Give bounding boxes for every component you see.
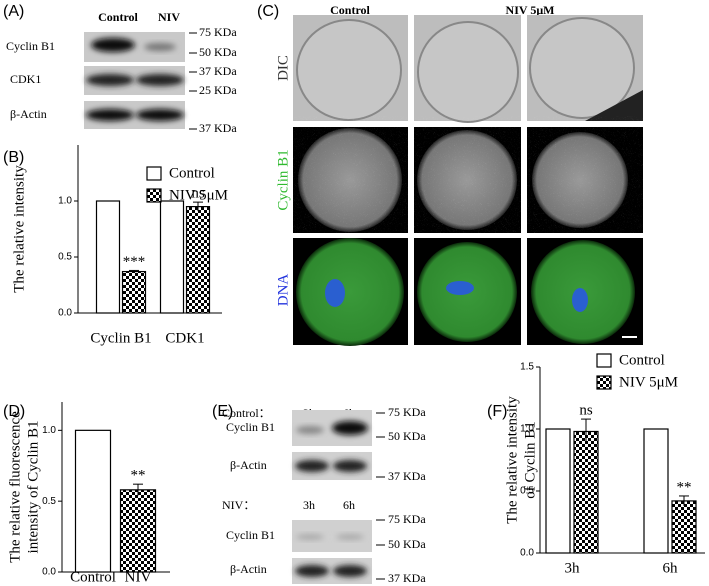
marker-ticks <box>376 412 385 580</box>
blot <box>292 520 372 584</box>
legend-label: NIV 5μM <box>169 187 228 203</box>
row-label: DNA <box>275 274 291 307</box>
legend-swatch <box>596 353 612 368</box>
group-label: NIV： <box>222 498 255 512</box>
column-label: NIV 5μM <box>506 3 555 17</box>
significance: ** <box>131 468 146 484</box>
group-label: Control： <box>222 406 271 420</box>
panel-label: (A) <box>3 3 24 20</box>
row-label: Cyclin B1 <box>226 420 275 434</box>
blot <box>84 32 185 129</box>
bar <box>121 270 147 314</box>
marker-label: 50 KDa <box>388 537 426 551</box>
marker-label: 37 KDa <box>388 571 426 585</box>
legend-swatch <box>596 375 612 390</box>
panel-label: (D) <box>3 403 25 420</box>
marker-label: 75 KDa <box>199 25 237 39</box>
significance: ** <box>677 479 692 495</box>
y-tick-label: 0.0 <box>42 567 56 578</box>
bar <box>95 200 121 314</box>
bar <box>573 430 599 554</box>
legend-swatch <box>146 188 162 203</box>
panel-label: (F) <box>487 403 507 420</box>
bar <box>185 206 211 314</box>
legend-swatch <box>146 166 162 181</box>
row-label: Cyclin B1 <box>226 528 275 542</box>
y-tick-label: 1.0 <box>520 424 534 435</box>
y-tick-label: 1.0 <box>42 425 56 436</box>
legend-label: Control <box>169 165 215 181</box>
marker-label: 50 KDa <box>199 45 237 59</box>
marker-label: 75 KDa <box>388 405 426 419</box>
bar <box>74 429 112 573</box>
bar <box>643 428 669 554</box>
x-tick-label: CDK1 <box>165 330 204 346</box>
marker-label: 37 KDa <box>199 64 237 78</box>
time-label: 3h <box>303 498 315 512</box>
bar <box>671 500 697 554</box>
y-tick-label: 0.5 <box>42 496 56 507</box>
row-label: CDK1 <box>10 72 41 86</box>
y-tick-label: 0.5 <box>58 252 72 263</box>
y-axis-label: The relative intensity <box>504 396 520 524</box>
row-label: β-Actin <box>230 562 267 576</box>
significance: *** <box>123 254 146 270</box>
marker-label: 37 KDa <box>199 121 237 135</box>
marker-label: 75 KDa <box>388 512 426 526</box>
y-axis-label: intensity of Cyclin B1 <box>25 421 41 554</box>
y-tick-label: 0.0 <box>520 548 534 559</box>
bar <box>159 200 185 314</box>
column-label: Control <box>330 3 370 17</box>
marker-label: 50 KDa <box>388 429 426 443</box>
x-tick-label: NIV <box>125 569 152 585</box>
x-tick-label: Cyclin B1 <box>90 330 151 346</box>
y-tick-label: 0.0 <box>58 308 72 319</box>
y-axis-label: The relative fluorescence <box>7 411 23 563</box>
x-tick-label: Control <box>70 569 116 585</box>
panel-label: (C) <box>257 3 279 20</box>
legend-label: Control <box>619 352 665 368</box>
y-axis-label: The relative intensity <box>11 165 27 293</box>
x-tick-label: 3h <box>565 560 581 576</box>
x-tick-label: 6h <box>663 560 679 576</box>
marker-label: 25 KDa <box>199 83 237 97</box>
row-label: Cyclin B1 <box>275 149 291 210</box>
micrographs <box>293 15 643 346</box>
row-label: DIC <box>275 55 291 81</box>
marker-ticks <box>189 32 197 130</box>
row-label: β-Actin <box>10 107 47 121</box>
significance: ns <box>579 403 593 419</box>
column-label: NIV <box>158 10 180 24</box>
time-label: 6h <box>343 498 355 512</box>
row-label: β-Actin <box>230 458 267 472</box>
column-label: Control <box>98 10 138 24</box>
y-tick-label: 1.0 <box>58 196 72 207</box>
marker-label: 37 KDa <box>388 469 426 483</box>
panel-label: (E) <box>212 403 233 420</box>
row-label: Cyclin B1 <box>6 39 55 53</box>
bar <box>119 489 157 573</box>
blot <box>292 410 372 480</box>
significance: ns <box>191 186 205 202</box>
y-tick-label: 0.5 <box>520 486 534 497</box>
y-axis-label: of Cyclin B1 <box>522 421 538 499</box>
y-tick-label: 1.5 <box>520 362 534 373</box>
legend-label: NIV 5μM <box>619 374 678 390</box>
panel-label: (B) <box>3 149 24 166</box>
bar <box>545 428 571 554</box>
